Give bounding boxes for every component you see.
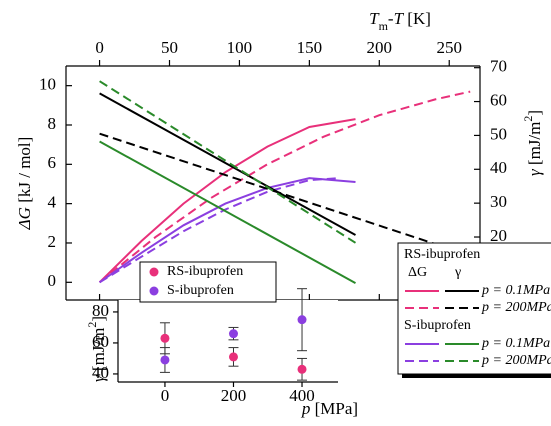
inset-y-axis-label: γ [mJ/m2] — [85, 316, 108, 382]
inset-y-axis-label-part: γ — [89, 374, 108, 382]
x-tick-label: 200 — [367, 38, 393, 57]
point — [297, 315, 307, 325]
point — [228, 352, 238, 362]
inset-y-axis-label-part: 2 — [85, 322, 99, 328]
top-axis-label-part: T — [369, 9, 380, 28]
x-tick-label: 150 — [297, 38, 323, 57]
inset-y-axis-label-part: [mJ/m — [89, 328, 108, 376]
inset-x-axis-label-part: [MPa] — [310, 399, 358, 418]
legend-shadow — [402, 372, 551, 378]
y-tick-label: 0 — [48, 271, 57, 290]
y-tick-label: 4 — [48, 193, 57, 212]
series-line — [99, 140, 356, 284]
y2-tick-label: 50 — [490, 124, 507, 143]
inset-y-axis-label-part: ] — [89, 316, 108, 322]
top-axis-label-part: -T — [388, 9, 405, 28]
point — [160, 355, 170, 365]
series-line — [99, 80, 357, 244]
inset-x-axis-label: p [MPa] — [301, 399, 358, 418]
inset-legend-marker — [149, 286, 159, 296]
series-line — [99, 92, 356, 236]
x-tick-label: 250 — [436, 38, 462, 57]
y2-tick-label: 30 — [490, 192, 507, 211]
x-tick-label: 100 — [227, 38, 253, 57]
inset-x-tick-label: 0 — [161, 386, 170, 405]
series-line — [99, 132, 481, 260]
y2-tick-label: 20 — [490, 226, 507, 245]
legend-label: p = 0.1MPa — [481, 283, 550, 298]
inset-x-axis-label-part: p — [301, 399, 311, 418]
y2-axis-label-part: 2 — [521, 116, 535, 122]
point — [297, 364, 307, 374]
point — [160, 333, 170, 343]
series-line — [99, 177, 356, 284]
y-tick-label: 10 — [39, 75, 56, 94]
point — [228, 329, 238, 339]
inset-legend-label: RS-ibuprofen — [167, 264, 243, 279]
y-tick-label: 8 — [48, 114, 57, 133]
legend-title: S-ibuprofen — [404, 318, 471, 333]
legend-header: γ — [454, 265, 461, 280]
inset-y-tick-label: 60 — [92, 332, 109, 351]
inset-legend-marker — [149, 267, 159, 277]
inset-y-tick-label: 80 — [92, 301, 109, 320]
series-line — [99, 177, 341, 284]
top-axis-label-part: [K] — [403, 9, 431, 28]
legend-label: p = 0.1MPa — [481, 336, 550, 351]
inset-y-tick-label: 40 — [92, 363, 109, 382]
y-axis-label: ΔG [kJ / mol] — [15, 137, 34, 231]
legend-label: p = 200MPa — [481, 300, 551, 315]
legend-header: ΔG — [408, 265, 427, 280]
inset-x-tick-label: 200 — [221, 386, 247, 405]
y2-axis-label-part: γ — [525, 168, 544, 176]
y-axis-label-part: ΔG — [15, 207, 34, 230]
y2-axis-label: γ [mJ/m2] — [521, 110, 544, 176]
y2-axis-label-part: [mJ/m — [525, 122, 544, 170]
top-axis-label: Tm-T [K] — [369, 9, 431, 33]
y-tick-label: 6 — [48, 153, 57, 172]
x-tick-label: 0 — [95, 38, 104, 57]
top-axis-label-part: m — [379, 19, 389, 33]
series-line — [98, 118, 356, 284]
y2-tick-label: 40 — [490, 158, 507, 177]
inset-x-tick-label: 400 — [289, 386, 315, 405]
x-tick-label: 50 — [161, 38, 178, 57]
legend-title: RS-ibuprofen — [404, 247, 480, 262]
inset-legend-box — [139, 261, 277, 303]
legend-label: p = 200MPa — [481, 353, 551, 368]
inset-legend-label: S-ibuprofen — [167, 283, 234, 298]
y2-axis-label-part: ] — [525, 110, 544, 116]
y-tick-label: 2 — [48, 232, 57, 251]
y-axis-label-part: [kJ / mol] — [15, 137, 34, 207]
y2-tick-label: 70 — [490, 57, 507, 76]
y2-tick-label: 60 — [490, 90, 507, 109]
